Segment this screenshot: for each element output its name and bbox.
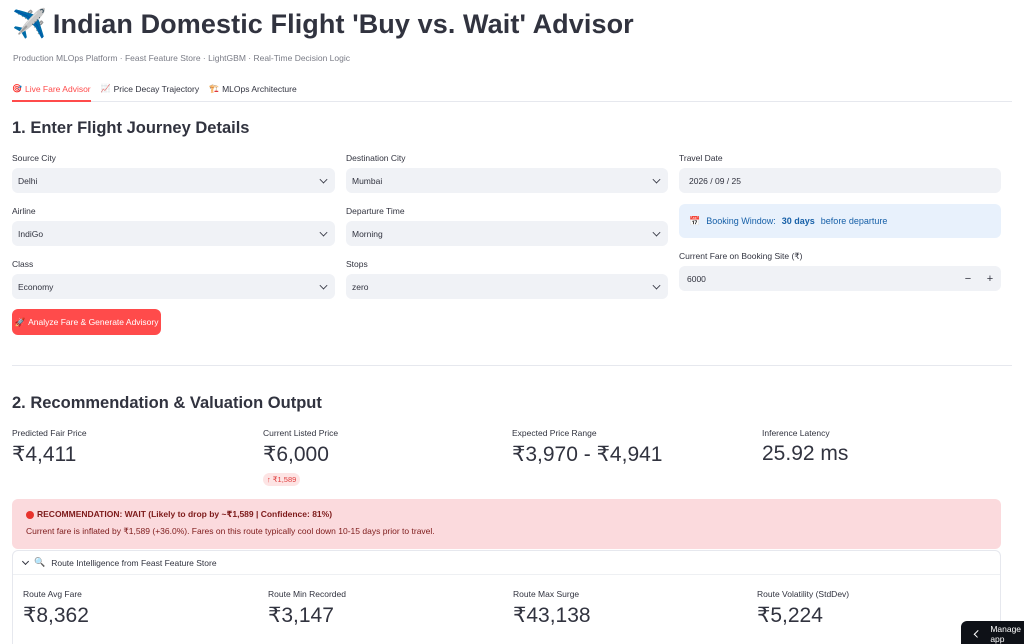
- chevron-down-icon: [319, 175, 328, 184]
- recommendation-alert: RECOMMENDATION: WAIT (Likely to drop by …: [12, 499, 1001, 549]
- booking-window-info: 📅 Booking Window: 30 days before departu…: [679, 204, 1001, 238]
- tab-label: Price Decay Trajectory: [113, 84, 200, 94]
- arrow-up-icon: ↑: [267, 475, 271, 484]
- route-metric-label-min: Route Min Recorded: [268, 589, 346, 599]
- class-value: Economy: [18, 281, 54, 292]
- travel-date-label: Travel Date: [679, 153, 723, 163]
- expander-header[interactable]: 🔍 Route Intelligence from Feast Feature …: [13, 551, 1000, 575]
- tab-label: MLOps Architecture: [222, 84, 297, 94]
- expander-label: Route Intelligence from Feast Feature St…: [51, 557, 217, 568]
- calendar-icon: 📅: [689, 215, 701, 226]
- source-city-value: Delhi: [18, 175, 38, 186]
- metric-value-current: ₹6,000: [263, 443, 329, 466]
- increment-button[interactable]: +: [986, 272, 994, 285]
- chevron-down-icon: [319, 228, 328, 237]
- price-delta-value: ₹1,589: [272, 475, 297, 484]
- section-heading-recommendation: 2. Recommendation & Valuation Output: [12, 394, 322, 412]
- airline-value: IndiGo: [18, 228, 44, 239]
- metric-value-latency: 25.92 ms: [762, 442, 849, 465]
- chevron-left-icon: [973, 630, 982, 638]
- airplane-icon: ✈️: [12, 8, 47, 39]
- booking-window-suffix: before departure: [820, 216, 888, 226]
- source-city-label: Source City: [12, 153, 56, 163]
- current-fare-value: 6000: [687, 273, 706, 284]
- current-fare-input[interactable]: 6000 − +: [679, 266, 1001, 291]
- route-metric-label-max: Route Max Surge: [513, 589, 580, 599]
- route-metric-label-volatility: Route Volatility (StdDev): [757, 589, 850, 599]
- manage-app-button[interactable]: Manage app: [961, 621, 1024, 644]
- target-icon: 🎯: [12, 84, 22, 93]
- departure-time-select[interactable]: Morning: [346, 221, 668, 246]
- metric-label-predicted: Predicted Fair Price: [12, 428, 87, 438]
- booking-window-prefix: Booking Window:: [706, 216, 776, 226]
- tab-label: Live Fare Advisor: [24, 84, 91, 94]
- decrement-button[interactable]: −: [964, 272, 972, 285]
- section-divider: [12, 365, 1012, 366]
- metric-label-range: Expected Price Range: [512, 428, 597, 438]
- metric-value-range: ₹3,970 - ₹4,941: [512, 443, 663, 466]
- alert-title-text: RECOMMENDATION: WAIT (Likely to drop by …: [37, 509, 333, 519]
- route-metric-value-max: ₹43,138: [513, 604, 591, 627]
- page-caption: Production MLOps Platform · Feast Featur…: [13, 53, 350, 63]
- route-intelligence-expander: 🔍 Route Intelligence from Feast Feature …: [12, 550, 1001, 644]
- tab-price-decay-trajectory[interactable]: 📈 Price Decay Trajectory: [101, 78, 199, 102]
- alert-body: Current fare is inflated by ₹1,589 (+36.…: [26, 526, 435, 536]
- red-circle-icon: [26, 510, 34, 519]
- metric-value-predicted: ₹4,411: [12, 443, 77, 466]
- chevron-down-icon: [319, 281, 328, 290]
- chart-increasing-icon: 📈: [100, 84, 111, 93]
- route-metric-value-volatility: ₹5,224: [757, 604, 823, 627]
- analyze-fare-button-label: Analyze Fare & Generate Advisory: [28, 317, 159, 327]
- route-metric-label-avg: Route Avg Fare: [23, 589, 82, 599]
- destination-city-select[interactable]: Mumbai: [346, 168, 668, 193]
- section-heading-journey: 1. Enter Flight Journey Details: [12, 119, 250, 137]
- rocket-icon: 🚀: [14, 316, 26, 327]
- travel-date-value: 2026 / 09 / 25: [689, 175, 741, 186]
- departure-time-label: Departure Time: [346, 206, 405, 216]
- route-metric-value-min: ₹3,147: [268, 604, 334, 627]
- chevron-down-icon: [652, 281, 661, 290]
- construction-icon: 🏗️: [209, 84, 220, 93]
- stops-select[interactable]: zero: [346, 274, 668, 299]
- manage-app-label: Manage app: [990, 624, 1022, 644]
- destination-city-label: Destination City: [346, 153, 406, 163]
- travel-date-input[interactable]: 2026 / 09 / 25: [679, 168, 1001, 193]
- page-title-text: Indian Domestic Flight 'Buy vs. Wait' Ad…: [52, 9, 634, 39]
- metric-label-current: Current Listed Price: [263, 428, 339, 438]
- chevron-down-icon: [652, 228, 661, 237]
- booking-window-days: 30 days: [781, 216, 815, 226]
- current-fare-label: Current Fare on Booking Site (₹): [679, 251, 803, 261]
- airline-label: Airline: [12, 206, 36, 216]
- departure-time-value: Morning: [352, 228, 383, 239]
- airline-select[interactable]: IndiGo: [12, 221, 335, 246]
- analyze-fare-button[interactable]: 🚀 Analyze Fare & Generate Advisory: [12, 309, 161, 335]
- alert-title: RECOMMENDATION: WAIT (Likely to drop by …: [26, 509, 987, 520]
- class-select[interactable]: Economy: [12, 274, 335, 299]
- tab-live-fare-advisor[interactable]: 🎯 Live Fare Advisor: [12, 78, 91, 102]
- route-metric-value-avg: ₹8,362: [23, 604, 89, 627]
- source-city-select[interactable]: Delhi: [12, 168, 335, 193]
- destination-city-value: Mumbai: [352, 175, 383, 186]
- chevron-down-icon: [21, 557, 30, 565]
- magnifier-icon: 🔍: [34, 557, 46, 567]
- stops-value: zero: [352, 281, 369, 292]
- chevron-down-icon: [652, 175, 661, 184]
- page-title: ✈️ Indian Domestic Flight 'Buy vs. Wait'…: [12, 6, 634, 42]
- class-label: Class: [12, 259, 34, 269]
- tab-bar: 🎯 Live Fare Advisor 📈 Price Decay Trajec…: [12, 78, 1012, 102]
- metric-label-latency: Inference Latency: [762, 428, 830, 438]
- stops-label: Stops: [346, 259, 368, 269]
- tab-mlops-architecture[interactable]: 🏗️ MLOps Architecture: [209, 78, 297, 102]
- price-delta-badge: ↑ ₹1,589: [263, 473, 301, 486]
